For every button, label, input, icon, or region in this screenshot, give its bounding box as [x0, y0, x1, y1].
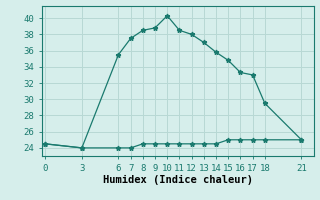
X-axis label: Humidex (Indice chaleur): Humidex (Indice chaleur) [103, 175, 252, 185]
